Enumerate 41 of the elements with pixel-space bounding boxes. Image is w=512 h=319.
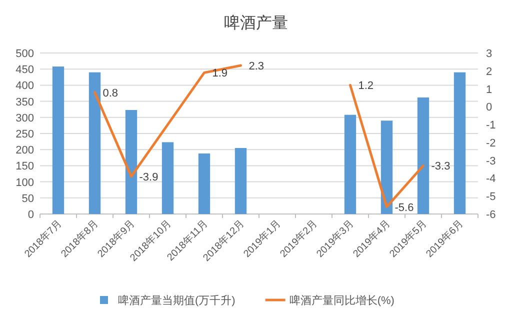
y2-tick-label: -4	[486, 173, 496, 186]
y-tick-label: 300	[16, 112, 34, 124]
data-label: -3.3	[431, 160, 450, 173]
y-tick-label: 50	[22, 192, 34, 205]
bar	[198, 153, 210, 214]
y2-tick-label: 2	[486, 66, 492, 78]
legend-label: 啤酒产量当期值(万千升)	[118, 294, 236, 307]
bar	[417, 97, 430, 214]
y2-tick-label: -2	[486, 137, 496, 150]
y-tick-label: 450	[16, 64, 34, 76]
y-tick-label: 200	[16, 144, 34, 157]
bar	[88, 72, 101, 214]
y2-tick-label: 0	[486, 102, 492, 114]
y-tick-label: 350	[16, 96, 34, 108]
data-label: -3.9	[139, 171, 158, 184]
y2-tick-label: 3	[486, 48, 492, 60]
data-label: 2.3	[248, 60, 264, 73]
bar	[234, 148, 247, 214]
data-label: 1.9	[212, 68, 228, 80]
y-tick-label: 150	[16, 160, 34, 173]
bar	[125, 110, 138, 214]
y-tick-label: 250	[16, 128, 34, 140]
data-label: 0.8	[102, 87, 118, 100]
bar	[162, 142, 174, 214]
y2-tick-label: -1	[486, 120, 496, 132]
y2-tick-label: -6	[486, 209, 496, 221]
legend-label: 啤酒产量同比增长(%)	[289, 294, 394, 307]
bar	[380, 120, 393, 214]
y2-tick-label: -3	[486, 155, 496, 168]
y-tick-label: 400	[16, 80, 34, 92]
y2-tick-label: 1	[486, 84, 492, 96]
chart-title: 啤酒产量	[224, 14, 288, 32]
data-label: -5.6	[394, 202, 414, 214]
y2-tick-label: -5	[486, 191, 496, 204]
bar	[52, 66, 64, 214]
y-tick-label: 500	[16, 48, 34, 60]
y-tick-label: 0	[28, 209, 34, 221]
y-tick-label: 100	[16, 176, 34, 189]
data-label: 1.2	[358, 80, 374, 92]
bar	[454, 72, 466, 214]
bar	[344, 114, 356, 214]
